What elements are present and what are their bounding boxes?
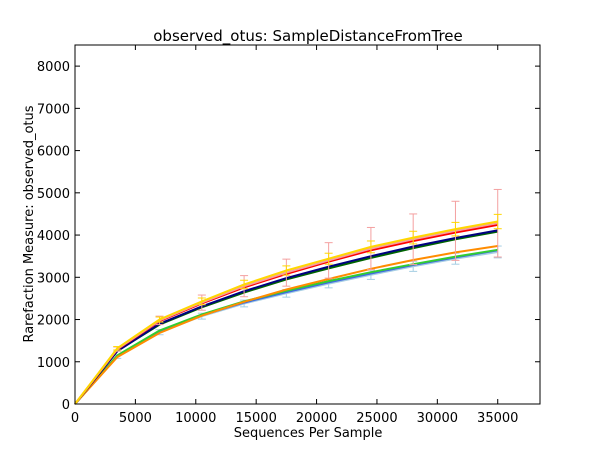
- x-tick-label: 25000: [356, 411, 397, 426]
- series-line-3: [74, 245, 498, 405]
- y-tick-label: 8000: [37, 60, 70, 75]
- error-bar: [324, 252, 333, 265]
- error-bar: [409, 230, 418, 245]
- error-bar: [282, 265, 291, 276]
- y-tick-label: 7000: [37, 102, 70, 117]
- y-tick-label: 4000: [37, 229, 70, 244]
- x-tick-label: 35000: [477, 411, 518, 426]
- series-line-8: [74, 220, 498, 405]
- x-tick-label: 0: [71, 411, 79, 426]
- y-tick-label: 0: [62, 398, 70, 413]
- plot-frame: [74, 44, 541, 405]
- x-tick-label: 15000: [235, 411, 276, 426]
- x-tick-label: 30000: [417, 411, 458, 426]
- y-tick-label: 6000: [37, 145, 70, 160]
- x-axis-label: Sequences Per Sample: [234, 426, 383, 441]
- series-line-4: [74, 230, 498, 405]
- y-axis-label: Rarefaction Measure: observed_otus: [22, 105, 37, 342]
- y-tick-label: 5000: [37, 187, 70, 202]
- error-bar: [113, 346, 122, 351]
- error-bar: [451, 221, 460, 237]
- plot-area: [74, 188, 502, 405]
- error-bar: [493, 213, 502, 230]
- series-line-7: [74, 222, 498, 405]
- axis-ticks: 0 5000 10000 15000 20000 25000 30000 35000 0 1000…: [37, 45, 540, 426]
- error-bar: [197, 297, 206, 306]
- error-bar: [366, 240, 375, 254]
- series-line-2: [74, 248, 498, 405]
- series-line-6: [74, 223, 498, 405]
- x-tick-label: 10000: [175, 411, 216, 426]
- error-bar: [240, 279, 249, 290]
- error-bar: [155, 316, 164, 323]
- y-tick-label: 2000: [37, 314, 70, 329]
- chart-title: observed_otus: SampleDistanceFromTree: [153, 27, 463, 46]
- y-tick-label: 1000: [37, 356, 70, 371]
- y-tick-label: 3000: [37, 271, 70, 286]
- x-tick-label: 20000: [296, 411, 337, 426]
- x-tick-label: 5000: [119, 411, 152, 426]
